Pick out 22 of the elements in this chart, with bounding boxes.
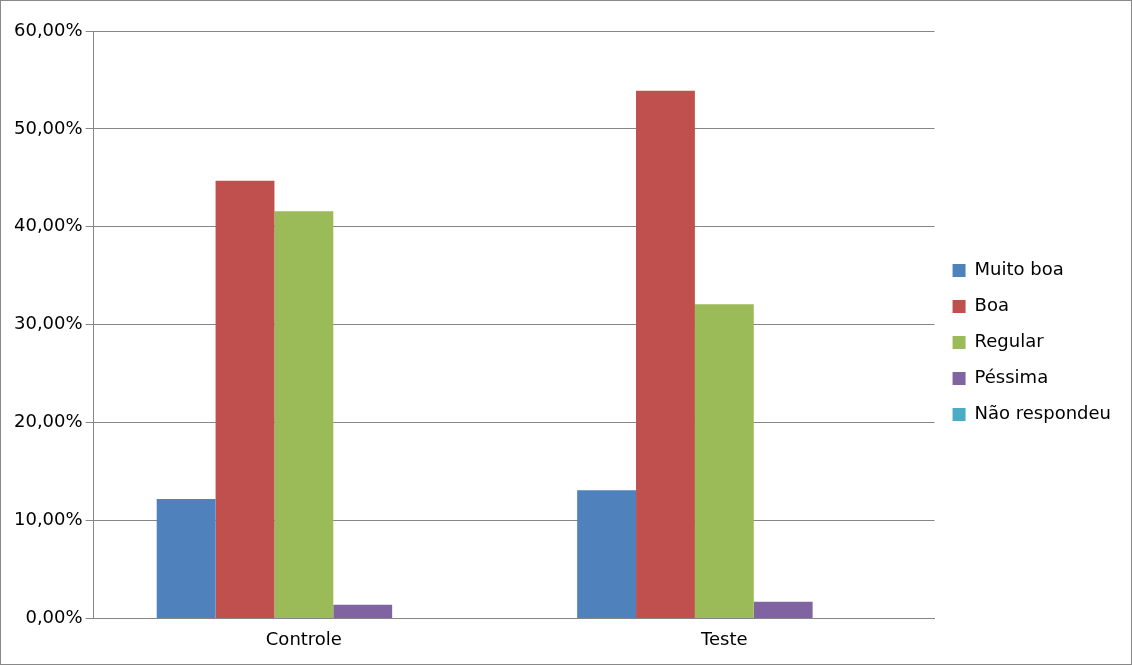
y-tick-label: 0,00% bbox=[25, 606, 83, 628]
legend-label: Péssima bbox=[974, 366, 1049, 388]
y-tick-label: 50,00% bbox=[13, 116, 83, 138]
legend-label: Muito boa bbox=[974, 258, 1064, 280]
y-tick-label: 60,00% bbox=[13, 18, 83, 40]
y-tick-label: 40,00% bbox=[13, 214, 83, 236]
legend-label: Boa bbox=[974, 294, 1009, 316]
y-tick-label: 20,00% bbox=[13, 410, 83, 432]
legend-label: Não respondeu bbox=[974, 402, 1112, 424]
bar bbox=[577, 490, 637, 618]
bar bbox=[636, 90, 695, 618]
x-tick-label: Teste bbox=[700, 627, 748, 649]
bar bbox=[333, 604, 393, 618]
y-tick-label: 30,00% bbox=[13, 312, 83, 334]
bar bbox=[694, 304, 754, 618]
y-tick-label: 10,00% bbox=[13, 508, 83, 530]
bar bbox=[215, 180, 275, 618]
bar bbox=[274, 211, 334, 618]
bar bbox=[156, 498, 216, 618]
bar bbox=[753, 601, 813, 618]
x-tick-label: Controle bbox=[265, 627, 342, 649]
legend-label: Regular bbox=[974, 330, 1045, 352]
